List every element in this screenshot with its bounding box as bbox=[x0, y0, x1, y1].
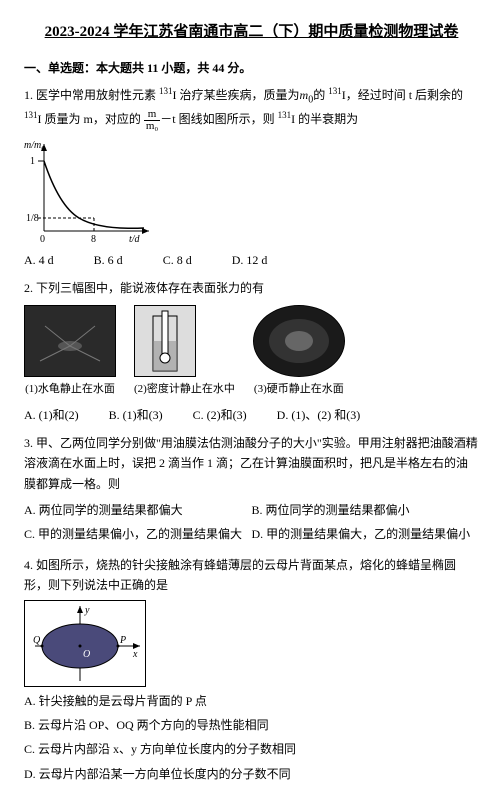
q1-t5: 质量为 m，对应的 bbox=[42, 112, 141, 126]
decay-graph-svg: 1 1/8 8 0 t/d m/m₀ bbox=[24, 136, 154, 246]
q3-choices: A. 两位同学的测量结果都偏大 B. 两位同学的测量结果都偏小 C. 甲的测量结… bbox=[24, 498, 479, 547]
iso1: 131 bbox=[159, 86, 173, 96]
frac-den: m₀ bbox=[144, 121, 160, 132]
svg-text:m/m₀: m/m₀ bbox=[24, 140, 45, 151]
q1-t4: ，经过时间 t 后剩余的 bbox=[346, 88, 463, 102]
m0: m bbox=[300, 88, 309, 102]
q2-A: A. (1)和(2) bbox=[24, 405, 79, 425]
q2-B: B. (1)和(3) bbox=[109, 405, 163, 425]
q1-t6: －t 图线如图所示，则 bbox=[160, 112, 277, 126]
water-strider-image bbox=[24, 305, 116, 377]
q2-C: C. (2)和(3) bbox=[193, 405, 247, 425]
iso3: 131 bbox=[24, 110, 38, 120]
q4-A: A. 针尖接触的是云母片背面的 P 点 bbox=[24, 691, 479, 711]
q1-B: B. 6 d bbox=[94, 250, 123, 270]
q2-figures: (1)水龟静止在水面 (2)密度计静止在水中 (3)硬币静止在水面 bbox=[24, 305, 479, 399]
svg-text:P: P bbox=[119, 635, 126, 646]
fig2: (2)密度计静止在水中 bbox=[134, 305, 235, 399]
fig1: (1)水龟静止在水面 bbox=[24, 305, 116, 399]
q1-D: D. 12 d bbox=[232, 250, 268, 270]
iso2: 131 bbox=[328, 86, 342, 96]
cap1: (1)水龟静止在水面 bbox=[24, 380, 116, 399]
hydrometer-image bbox=[134, 305, 196, 377]
q1-choices: A. 4 d B. 6 d C. 8 d D. 12 d bbox=[24, 250, 479, 270]
q2-stem: 2. 下列三幅图中，能说液体存在表面张力的有 bbox=[24, 278, 479, 298]
q4-stem: 4. 如图所示，烧热的针尖接触涂有蜂蜡薄层的云母片背面某点，熔化的蜂蜡呈椭圆形，… bbox=[24, 555, 479, 596]
svg-text:O: O bbox=[83, 649, 90, 660]
q1-t3: 的 bbox=[313, 88, 328, 102]
q3-D: D. 甲的测量结果偏大，乙的测量结果偏小 bbox=[252, 524, 480, 544]
cap2: (2)密度计静止在水中 bbox=[134, 380, 235, 399]
ellipse-svg: O P Q x y bbox=[24, 600, 146, 687]
q3-B: B. 两位同学的测量结果都偏小 bbox=[252, 500, 480, 520]
tick-1: 1 bbox=[30, 156, 35, 167]
svg-text:Q: Q bbox=[33, 635, 41, 646]
q4-D: D. 云母片内部沿某一方向单位长度内的分子数不同 bbox=[24, 764, 479, 784]
cap3: (3)硬币静止在水面 bbox=[253, 380, 345, 399]
tick-8: 8 bbox=[91, 234, 96, 245]
q4-B: B. 云母片沿 OP、OQ 两个方向的导热性能相同 bbox=[24, 715, 479, 735]
fig3: (3)硬币静止在水面 bbox=[253, 305, 345, 399]
origin: 0 bbox=[40, 234, 45, 245]
q3-A: A. 两位同学的测量结果都偏大 bbox=[24, 500, 252, 520]
tick-18: 1/8 bbox=[26, 213, 39, 224]
q4-figure: O P Q x y bbox=[24, 600, 479, 687]
iso4: 131 bbox=[278, 110, 292, 120]
q1-C: C. 8 d bbox=[163, 250, 192, 270]
q1-graph: 1 1/8 8 0 t/d m/m₀ bbox=[24, 136, 479, 246]
q1-A: A. 4 d bbox=[24, 250, 54, 270]
q1-t2: 治疗某些疾病，质量为 bbox=[177, 88, 300, 102]
svg-text:t/d: t/d bbox=[129, 234, 141, 245]
q2-choices: A. (1)和(2) B. (1)和(3) C. (2)和(3) D. (1)、… bbox=[24, 405, 479, 425]
section-heading: 一、单选题：本大题共 11 小题，共 44 分。 bbox=[24, 58, 479, 78]
svg-text:x: x bbox=[132, 649, 138, 660]
q2-D: D. (1)、(2) 和(3) bbox=[277, 405, 361, 425]
coin-image bbox=[253, 305, 345, 377]
q4-C: C. 云母片内部沿 x、y 方向单位长度内的分子数相同 bbox=[24, 739, 479, 759]
fraction: mm₀ bbox=[144, 109, 160, 132]
q1-stem: 1. 医学中常用放射性元素 131I 治疗某些疾病，质量为m0的 131I，经过… bbox=[24, 84, 479, 132]
q3-C: C. 甲的测量结果偏小，乙的测量结果偏大 bbox=[24, 524, 252, 544]
q3-stem: 3. 甲、乙两位同学分别做"用油膜法估测油酸分子的大小"实验。甲用注射器把油酸酒… bbox=[24, 433, 479, 494]
page-title: 2023-2024 学年江苏省南通市高二（下）期中质量检测物理试卷 bbox=[24, 20, 479, 46]
svg-text:y: y bbox=[84, 605, 90, 616]
q1-t7: 的半衰期为 bbox=[295, 112, 358, 126]
q1-t1: 1. 医学中常用放射性元素 bbox=[24, 88, 159, 102]
